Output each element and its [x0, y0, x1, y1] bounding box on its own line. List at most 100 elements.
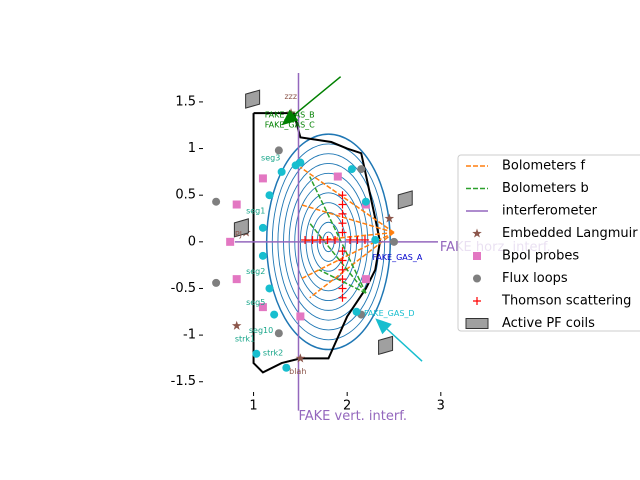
marker	[232, 200, 241, 209]
y-tick-label: 1	[188, 141, 196, 156]
annotation: FAKE_GAS_A	[372, 253, 422, 262]
marker	[258, 223, 267, 232]
y-tick-label: 1.5	[175, 94, 196, 109]
legend-label: Flux loops	[502, 271, 568, 286]
y-tick-label: 0	[188, 234, 196, 249]
marker	[252, 349, 261, 358]
annotation: strk1	[235, 334, 255, 343]
marker	[323, 235, 332, 244]
marker	[296, 158, 305, 167]
marker	[331, 235, 340, 244]
marker	[232, 275, 241, 284]
x-tick-label: 2	[343, 399, 351, 414]
annotation: seg2	[246, 267, 265, 276]
marker	[274, 329, 283, 338]
marker	[338, 256, 347, 265]
marker	[361, 275, 370, 284]
y-tick-label: -0.5	[171, 281, 196, 296]
annotation: FAKE_GAS_B	[265, 110, 315, 119]
legend-label: Embedded Langmuir probes	[502, 226, 640, 241]
marker	[301, 235, 310, 244]
chord	[309, 176, 367, 294]
legend-label: Bolometers f	[502, 159, 585, 174]
marker	[361, 197, 370, 206]
marker	[347, 165, 356, 174]
marker	[270, 310, 279, 319]
annotation: PJ	[235, 230, 242, 239]
annotation: FAKE vert. interf.	[298, 409, 407, 424]
coil	[397, 190, 413, 210]
marker	[212, 278, 221, 287]
marker	[258, 251, 267, 260]
marker	[338, 265, 347, 274]
arrow-head	[281, 109, 299, 126]
coil	[233, 218, 249, 238]
marker	[296, 312, 305, 321]
marker	[212, 197, 221, 206]
marker	[316, 235, 325, 244]
annotation: zzz	[284, 92, 297, 101]
marker	[384, 213, 395, 223]
coil	[378, 335, 394, 356]
y-tick-label: -1.5	[171, 374, 196, 389]
marker	[389, 237, 398, 246]
marker	[338, 293, 347, 302]
marker	[345, 235, 354, 244]
annotation: seg10	[249, 326, 273, 335]
arrow	[386, 328, 423, 362]
marker	[338, 275, 347, 284]
marker	[258, 303, 267, 312]
chord	[309, 222, 367, 294]
arrow-head	[375, 318, 392, 335]
marker	[473, 297, 481, 305]
marker	[277, 167, 286, 176]
annotation: FAKE_GAS_D	[364, 309, 415, 318]
legend-label: Bpol probes	[502, 249, 579, 264]
marker	[265, 284, 274, 293]
marker	[338, 247, 347, 256]
marker	[338, 200, 347, 209]
legend-frame	[457, 154, 640, 332]
annotation: seg3	[261, 153, 280, 162]
x-tick-label: 1	[249, 399, 257, 414]
marker	[274, 146, 283, 155]
marker	[360, 235, 369, 244]
marker	[338, 191, 347, 200]
marker	[352, 307, 361, 316]
marker	[333, 172, 342, 181]
legend-label: Thomson scattering	[501, 294, 631, 309]
x-tick-label: 3	[437, 399, 445, 414]
annotation: seg1	[246, 207, 265, 216]
marker	[473, 252, 481, 260]
chord	[299, 166, 395, 234]
legend: Bolometers f Bolometers b interferometer Em…	[457, 154, 640, 332]
marker	[282, 363, 291, 372]
legend-label: interferometer	[502, 204, 598, 219]
marker	[371, 235, 380, 244]
marker	[231, 320, 242, 330]
marker	[473, 274, 481, 283]
marker	[357, 165, 366, 174]
chord	[318, 269, 367, 294]
marker	[338, 209, 347, 218]
marker	[472, 228, 482, 238]
arrow	[293, 76, 342, 116]
legend-label: Bolometers b	[502, 181, 589, 196]
marker	[226, 237, 235, 246]
marker	[258, 174, 267, 183]
annotation: blah	[289, 367, 306, 376]
annotation: strk2	[263, 348, 283, 357]
marker	[308, 235, 317, 244]
coil	[245, 89, 261, 109]
marker	[295, 353, 306, 363]
marker	[338, 219, 347, 228]
marker	[265, 191, 274, 200]
annotation: seg5	[246, 298, 265, 307]
legend-swatch	[465, 318, 489, 329]
y-tick-label: 0.5	[175, 188, 196, 203]
marker	[353, 235, 362, 244]
legend-label: Active PF coils	[502, 316, 595, 331]
y-tick-label: -1	[183, 328, 196, 343]
annotation: FAKE_GAS_C	[265, 121, 315, 130]
